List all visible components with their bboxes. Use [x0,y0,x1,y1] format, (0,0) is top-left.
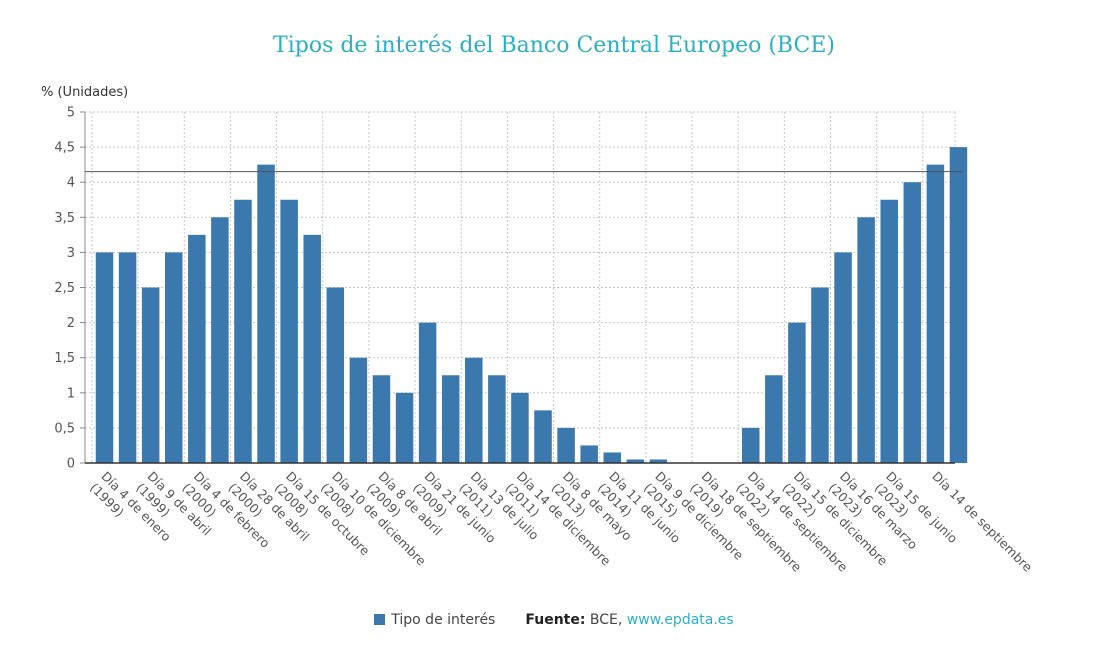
bar [765,375,783,463]
bar [788,322,806,463]
bar [234,199,252,463]
bar [95,252,114,463]
bar [949,147,968,463]
source-link[interactable]: www.epdata.es [626,612,734,628]
y-tick-label: 5 [67,106,75,121]
y-tick-label: 0,5 [54,421,75,436]
bar [326,287,345,463]
bar [164,252,183,463]
bar [188,234,206,463]
y-tick-label: 3,5 [54,211,75,226]
bar-chart: 00,511,522,533,544,55% (Unidades)Día 4 d… [41,85,1036,575]
bar [141,287,160,463]
bar [811,287,829,463]
y-tick-label: 1,5 [54,351,75,366]
bar [511,392,529,463]
bar [903,182,922,463]
bar [372,375,391,463]
bar [349,357,368,463]
legend-swatch [374,614,386,625]
bar [418,322,437,463]
bar [834,252,852,463]
bar [395,392,414,463]
y-tick-label: 2 [67,316,75,331]
bar [649,459,668,463]
chart-title: Tipos de interés del Banco Central Europ… [273,33,835,58]
bar [880,199,898,463]
bar [465,357,483,463]
y-tick-label: 2,5 [54,281,75,296]
bar [118,252,137,463]
y-axis-label: % (Unidades) [41,85,128,100]
bar [926,164,945,463]
y-tick-label: 4 [67,176,75,191]
legend: Tipo de interés Fuente: BCE, www.epdata.e… [0,612,1108,628]
bar [857,217,875,463]
bar [580,445,598,463]
bar [280,199,298,463]
source-label: Fuente: [525,612,586,628]
bar [257,164,275,463]
bar [488,375,506,463]
bar [211,217,229,463]
bar [603,452,622,463]
bar [557,427,575,463]
y-tick-label: 4,5 [54,141,75,156]
bar [441,375,460,463]
bar [741,427,760,463]
y-tick-label: 3 [67,246,75,261]
source-text: BCE, [589,612,623,628]
y-tick-label: 1 [67,386,75,401]
bar [534,410,552,463]
bar [303,234,321,463]
bar [626,459,645,463]
y-tick-label: 0 [67,457,75,472]
legend-label: Tipo de interés [391,612,496,628]
